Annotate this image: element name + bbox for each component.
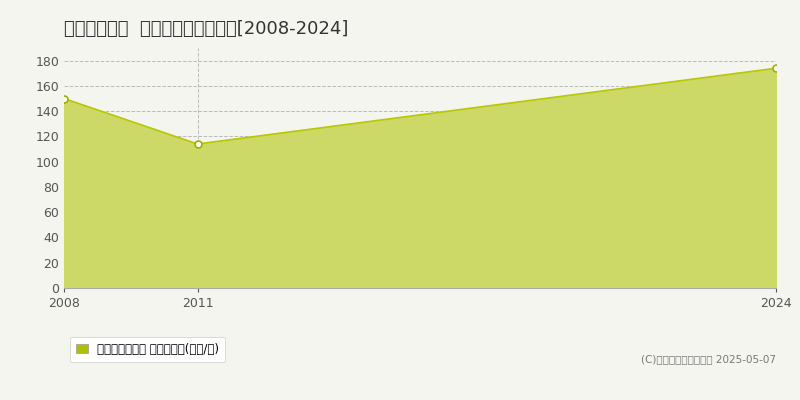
Text: (C)土地価格ドットコム 2025-05-07: (C)土地価格ドットコム 2025-05-07 [641,354,776,364]
Legend: マンション価格 平均坪単価(万円/坪): マンション価格 平均坪単価(万円/坪) [70,337,225,362]
Text: 町田市大蔵町  マンション価格推移[2008-2024]: 町田市大蔵町 マンション価格推移[2008-2024] [64,20,348,38]
